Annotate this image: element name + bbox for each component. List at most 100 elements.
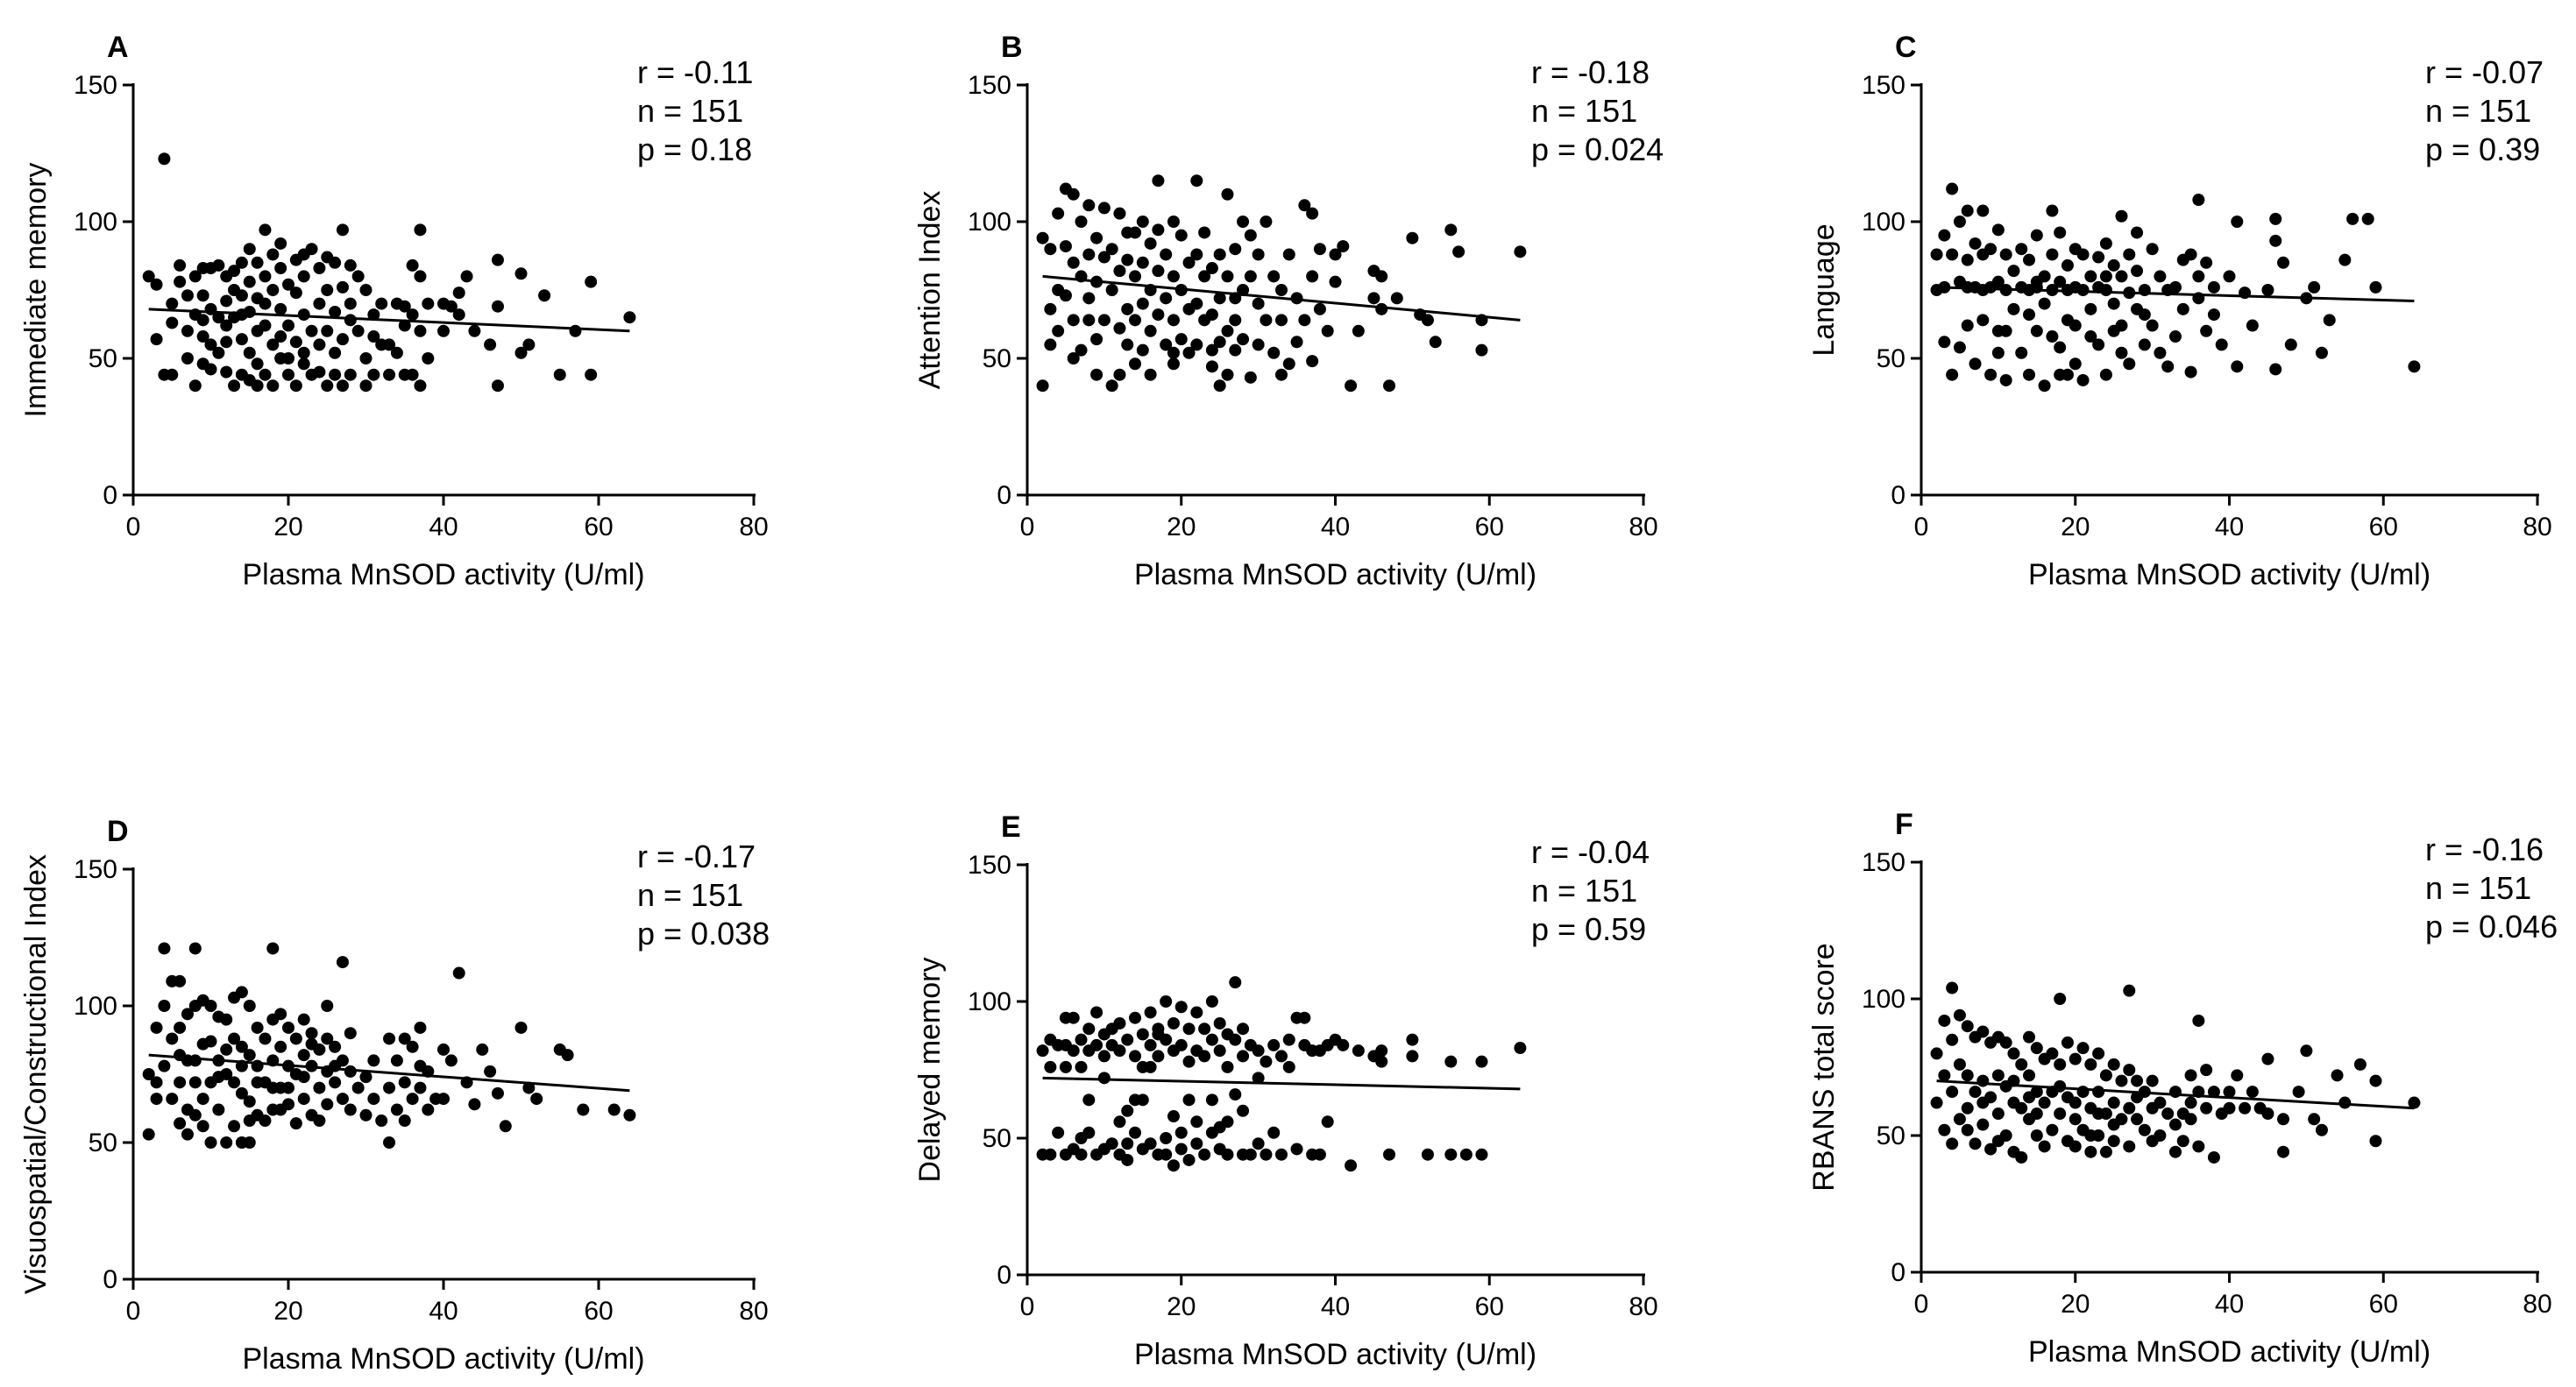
data-point	[2231, 360, 2244, 373]
y-tick-label: 0	[997, 481, 1011, 510]
data-point	[1075, 1148, 1088, 1161]
data-point	[2123, 287, 2136, 300]
data-point	[274, 330, 287, 343]
y-tick-label: 0	[103, 481, 117, 510]
data-point	[1213, 379, 1226, 393]
data-point	[561, 1049, 574, 1062]
data-point	[1205, 308, 1218, 322]
data-point	[166, 297, 179, 310]
data-point	[1090, 275, 1103, 288]
stat-line-3: p = 0.024	[1531, 131, 1664, 167]
data-point	[2168, 1086, 2182, 1099]
data-point	[406, 1040, 419, 1053]
data-point	[1213, 248, 1226, 261]
data-point	[1144, 324, 1157, 337]
data-point	[2007, 1074, 2020, 1087]
data-point	[174, 1021, 187, 1034]
data-point	[2076, 1042, 2090, 1055]
data-point	[2099, 284, 2112, 296]
data-point	[1938, 1123, 1951, 1136]
data-point	[259, 368, 272, 381]
data-point	[1969, 1086, 1982, 1099]
data-point	[367, 1054, 380, 1067]
data-point	[1113, 1044, 1126, 1058]
data-point	[2061, 314, 2074, 327]
data-point	[274, 302, 287, 315]
data-point	[577, 1103, 590, 1116]
data-point	[1221, 188, 1234, 201]
data-point	[1991, 275, 2005, 288]
data-point	[2253, 1101, 2267, 1115]
data-point	[1999, 1036, 2012, 1049]
data-point	[2146, 1074, 2159, 1087]
data-point	[166, 1032, 179, 1045]
data-point	[1383, 379, 1396, 393]
x-axis-title: Plasma MnSOD activity (U/ml)	[242, 558, 644, 591]
data-point	[2038, 270, 2051, 283]
data-point	[1174, 1126, 1188, 1139]
stat-line-3: p = 0.038	[637, 916, 770, 952]
data-point	[2084, 1129, 2097, 1142]
data-point	[2200, 1064, 2213, 1077]
regression-line	[148, 1053, 630, 1093]
data-point	[1097, 202, 1111, 215]
data-point	[329, 368, 342, 381]
data-point	[2131, 1091, 2144, 1104]
data-point	[305, 1037, 318, 1051]
data-point	[1237, 216, 1250, 228]
data-point	[414, 324, 427, 337]
data-point	[2231, 1069, 2244, 1082]
data-point	[1991, 223, 2005, 237]
data-point	[1930, 1096, 1943, 1109]
data-point	[220, 365, 233, 379]
data-point	[1969, 1137, 1982, 1150]
data-point	[289, 336, 302, 349]
data-point	[398, 1076, 411, 1089]
y-tick-label: 50	[1877, 344, 1905, 373]
data-point	[1167, 1159, 1180, 1172]
x-axis-title: Plasma MnSOD activity (U/ml)	[1134, 1338, 1536, 1371]
data-point	[1044, 338, 1057, 351]
data-point	[243, 1115, 256, 1128]
data-point	[1237, 1104, 1250, 1117]
data-point	[1152, 308, 1165, 322]
data-point	[1961, 1101, 1974, 1115]
data-point	[1991, 346, 2005, 359]
data-point	[243, 1000, 256, 1012]
data-point	[1221, 270, 1234, 283]
data-point	[251, 379, 264, 393]
data-point	[2069, 1096, 2082, 1109]
data-point	[1174, 1143, 1188, 1156]
data-point	[2200, 324, 2213, 337]
data-point	[2269, 234, 2282, 247]
data-point	[1375, 270, 1388, 283]
data-point	[1229, 1033, 1242, 1046]
data-point	[468, 1098, 481, 1111]
data-point	[2308, 280, 2321, 294]
data-point	[1345, 379, 1358, 393]
data-point	[220, 1013, 233, 1026]
x-axis-title: Plasma MnSOD activity (U/ml)	[2028, 1335, 2431, 1369]
x-tick-label: 0	[126, 1297, 141, 1326]
data-point	[1044, 302, 1057, 315]
data-point	[2054, 1058, 2067, 1071]
data-point	[1274, 314, 1288, 327]
panel-a: A 0 20 40 60 80 0 50 100 150 Plasma MnSOD activity…	[19, 31, 769, 591]
data-point	[1136, 216, 1149, 228]
data-point	[158, 942, 171, 955]
data-point	[142, 270, 155, 283]
data-point	[259, 319, 272, 332]
data-point	[2038, 1140, 2051, 1153]
data-point	[2154, 346, 2167, 359]
data-point	[321, 284, 334, 296]
data-point	[375, 297, 388, 310]
data-point	[174, 275, 187, 288]
x-tick-label: 60	[2369, 1290, 2398, 1319]
data-point	[1991, 1107, 2005, 1121]
data-point	[259, 1115, 272, 1128]
data-point	[1097, 1072, 1111, 1085]
data-point	[351, 270, 365, 283]
data-point	[491, 379, 504, 393]
data-point	[1205, 360, 1218, 373]
